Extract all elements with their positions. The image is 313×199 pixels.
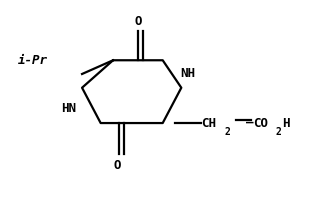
Text: —: — [246, 116, 253, 129]
Text: NH: NH [181, 66, 196, 80]
Text: H: H [282, 117, 290, 130]
Text: CH: CH [202, 117, 217, 130]
Text: O: O [114, 159, 121, 172]
Text: CO: CO [253, 117, 268, 130]
Text: 2: 2 [276, 127, 282, 137]
Text: O: O [134, 16, 142, 28]
Text: HN: HN [61, 102, 76, 115]
Text: 2: 2 [225, 127, 231, 137]
Text: i-Pr: i-Pr [18, 54, 47, 67]
